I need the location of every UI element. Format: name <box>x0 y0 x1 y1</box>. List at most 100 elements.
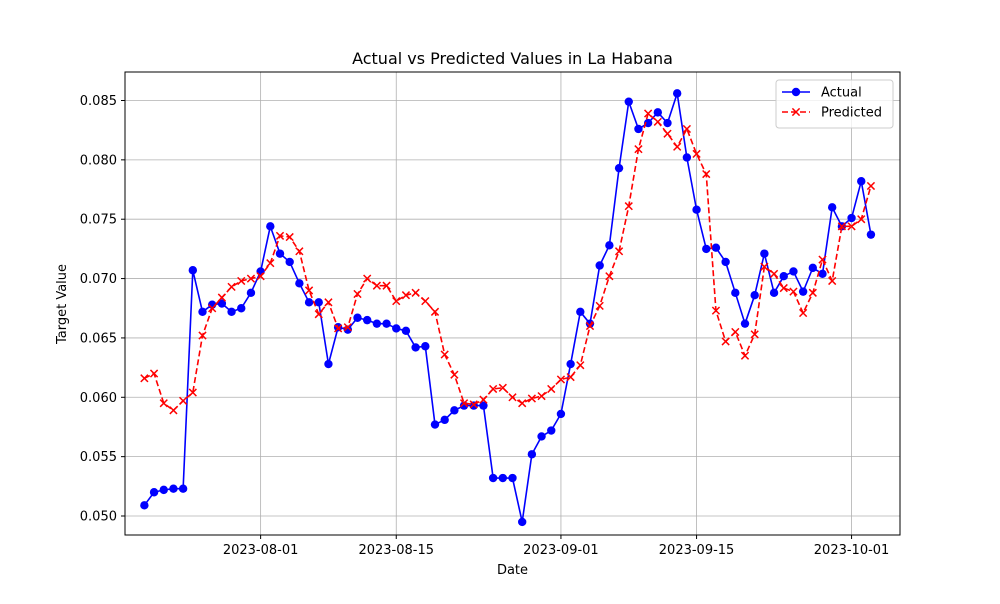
data-point-actual <box>692 205 701 214</box>
data-point-actual <box>392 324 401 333</box>
data-point-predicted <box>857 215 866 224</box>
data-point-predicted <box>634 145 643 154</box>
data-point-predicted <box>266 259 275 268</box>
data-point-actual <box>353 313 362 322</box>
data-point-predicted <box>275 231 285 240</box>
data-point-actual <box>266 222 275 231</box>
data-point-predicted <box>343 323 352 332</box>
data-point-actual <box>285 257 294 267</box>
data-point-predicted <box>624 202 633 211</box>
data-point-predicted <box>566 372 575 382</box>
data-point-actual <box>857 177 866 186</box>
data-point-predicted <box>682 124 692 134</box>
data-point-predicted <box>769 269 779 278</box>
data-point-predicted <box>663 129 672 138</box>
x-tick-label: 2023-08-15 <box>358 543 434 558</box>
data-point-predicted <box>198 331 207 340</box>
data-point-predicted <box>547 384 556 394</box>
x-tick-label: 2023-10-01 <box>814 543 890 558</box>
y-tick-label: 0.075 <box>80 213 117 228</box>
data-point-actual <box>401 326 411 336</box>
data-point-actual <box>159 485 168 495</box>
data-point-actual <box>818 269 827 279</box>
data-point-predicted <box>295 247 304 256</box>
legend-marker-actual <box>791 87 801 97</box>
data-point-actual <box>740 319 750 328</box>
data-point-predicted <box>750 330 759 339</box>
data-point-predicted <box>828 276 837 286</box>
data-point-actual <box>149 488 159 497</box>
data-point-predicted <box>324 298 333 307</box>
x-tick-label: 2023-09-01 <box>523 543 599 558</box>
data-point-actual <box>217 299 227 308</box>
data-point-predicted <box>518 399 527 408</box>
x-axis-label: Date <box>497 563 528 578</box>
axis-ticks: 2023-08-01 2023-08-15 2023-09-01 2023-09-15… <box>80 94 890 558</box>
data-point-predicted <box>237 276 246 286</box>
data-point-actual <box>711 243 721 252</box>
data-point-predicted <box>847 222 856 231</box>
data-point-predicted <box>614 247 624 256</box>
data-point-predicted <box>498 383 507 392</box>
data-point-actual <box>140 501 149 510</box>
data-point-predicted <box>314 310 323 319</box>
y-tick-label: 0.085 <box>80 94 117 109</box>
data-point-predicted <box>392 296 401 306</box>
data-point-actual <box>169 484 178 493</box>
data-point-actual <box>779 271 788 281</box>
data-point-actual <box>537 432 546 441</box>
data-point-actual <box>760 249 769 258</box>
series-layer <box>140 89 876 527</box>
data-point-predicted <box>673 142 682 151</box>
data-point-actual <box>198 307 207 317</box>
data-point-predicted <box>818 255 827 264</box>
data-point-actual <box>653 108 663 117</box>
data-point-actual <box>421 342 430 351</box>
data-point-predicted <box>643 109 653 118</box>
data-point-actual <box>372 319 382 328</box>
data-point-predicted <box>363 274 372 283</box>
y-tick-label: 0.070 <box>80 272 117 287</box>
data-point-predicted <box>556 375 566 384</box>
series-predicted <box>140 109 876 415</box>
data-point-predicted <box>527 394 537 403</box>
data-point-actual <box>498 473 508 483</box>
data-point-predicted <box>459 399 469 408</box>
data-point-actual <box>556 409 566 419</box>
data-point-predicted <box>721 337 730 346</box>
data-point-actual <box>672 89 682 98</box>
data-point-predicted <box>711 306 721 315</box>
data-point-actual <box>527 450 537 459</box>
data-point-predicted <box>537 391 546 401</box>
data-point-predicted <box>333 324 343 333</box>
data-point-actual <box>576 307 585 317</box>
data-point-actual <box>411 343 420 352</box>
data-point-actual <box>702 244 711 254</box>
y-tick-label: 0.065 <box>80 331 117 346</box>
data-point-actual <box>605 241 614 250</box>
data-point-actual <box>188 266 198 275</box>
data-point-actual <box>430 420 440 429</box>
data-point-predicted <box>217 293 227 302</box>
data-point-actual <box>827 203 837 212</box>
data-point-predicted <box>760 262 769 271</box>
data-point-predicted <box>382 281 391 290</box>
legend-marker-predicted <box>791 107 801 117</box>
data-point-predicted <box>576 361 585 370</box>
data-point-predicted <box>837 222 847 231</box>
data-point-predicted <box>595 301 604 311</box>
data-point-predicted <box>372 281 382 290</box>
data-point-actual <box>517 517 527 527</box>
y-tick-label: 0.050 <box>80 510 117 525</box>
plot-frame <box>124 71 901 536</box>
data-point-actual <box>847 213 856 223</box>
data-point-predicted <box>140 374 149 383</box>
x-tick-label: 2023-09-15 <box>659 543 735 558</box>
data-point-predicted <box>731 327 740 337</box>
data-point-predicted <box>227 282 236 292</box>
data-point-actual <box>643 118 653 128</box>
data-point-actual <box>295 279 304 288</box>
series-line-actual <box>143 92 872 523</box>
series-line-predicted <box>144 112 872 412</box>
